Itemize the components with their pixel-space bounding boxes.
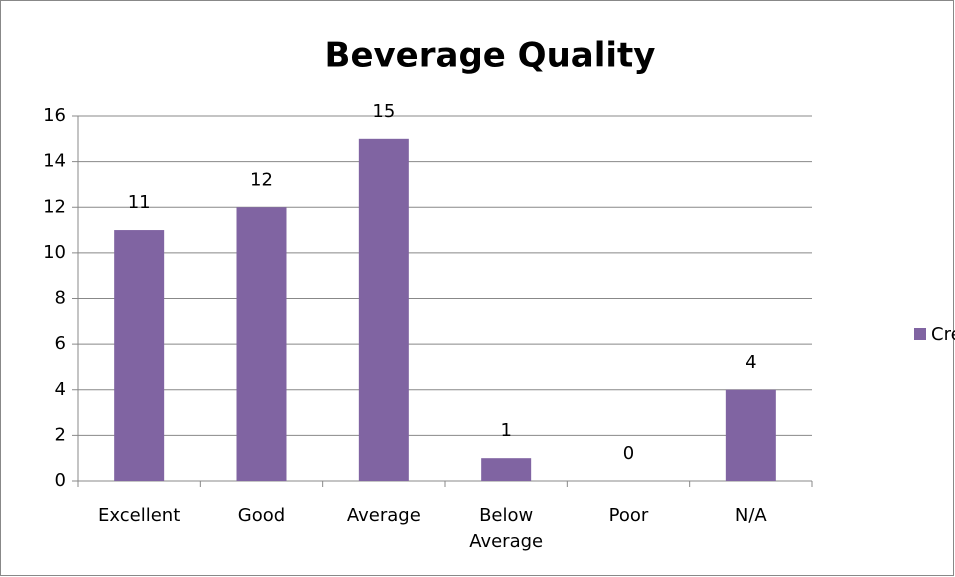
data-label: 0	[623, 443, 634, 464]
x-tick-label: Excellent	[98, 505, 181, 526]
bar	[358, 138, 409, 481]
y-tick-label: 6	[55, 333, 66, 354]
legend-label: Credit	[931, 324, 955, 345]
y-tick-label: 16	[43, 105, 66, 126]
data-label: 4	[745, 352, 756, 373]
x-tick-label: Poor	[608, 505, 649, 526]
bar	[725, 389, 776, 481]
x-tick-label: Good	[237, 505, 286, 526]
bar	[114, 230, 165, 481]
y-tick-label: 8	[55, 288, 66, 309]
y-tick-label: 0	[55, 470, 66, 491]
y-tick-label: 4	[55, 379, 66, 400]
x-tick-label: Average	[346, 505, 421, 526]
data-label: 15	[372, 101, 395, 122]
x-tick-label: Below Average	[469, 505, 544, 552]
y-tick-label: 10	[43, 242, 66, 263]
y-tick-label: 2	[55, 424, 66, 445]
legend-swatch	[914, 328, 926, 340]
y-tick-label: 12	[43, 196, 66, 217]
bar	[236, 207, 287, 481]
data-label: 12	[250, 169, 273, 190]
bar	[481, 458, 532, 481]
data-label: 11	[128, 192, 151, 213]
chart-title: Beverage Quality	[325, 36, 656, 76]
x-tick-label: N/A	[734, 505, 767, 526]
data-label: 1	[500, 420, 511, 441]
y-tick-label: 14	[43, 151, 66, 172]
